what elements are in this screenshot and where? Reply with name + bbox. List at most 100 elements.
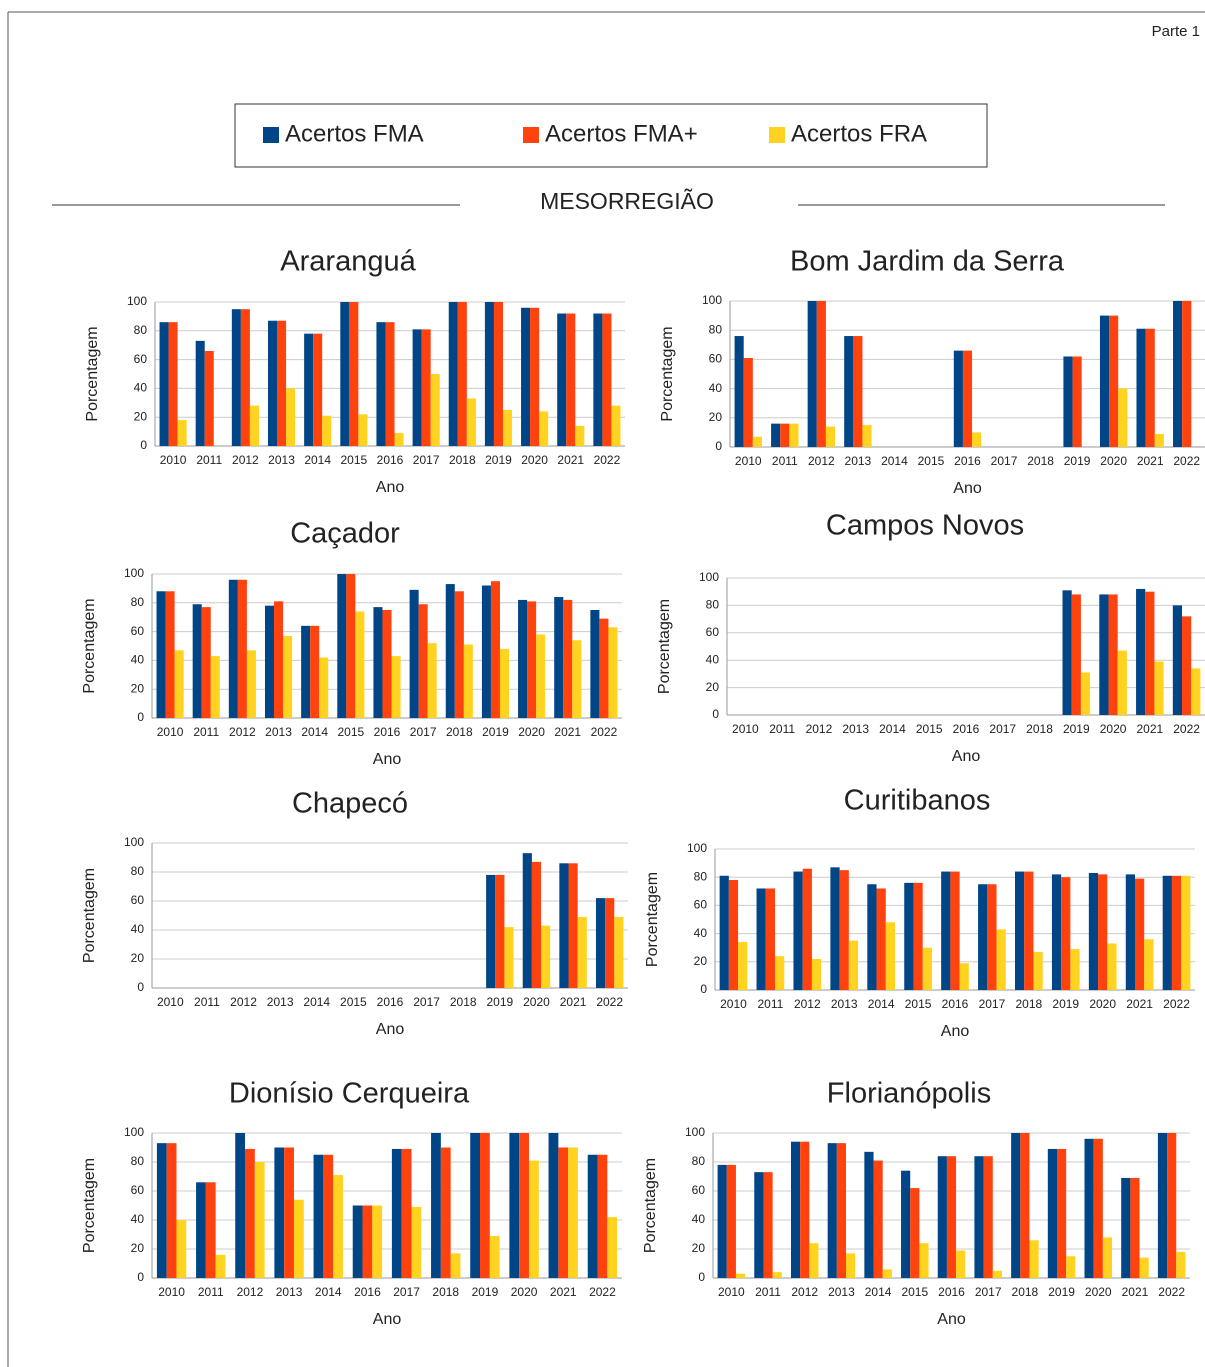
x-tick-label: 2017 xyxy=(979,997,1006,1011)
x-tick-label: 2015 xyxy=(901,1285,928,1299)
x-tick-label: 2011 xyxy=(755,1285,781,1299)
x-tick-label: 2014 xyxy=(881,454,908,468)
bar xyxy=(527,601,537,718)
bar xyxy=(430,374,440,446)
x-tick-label: 2020 xyxy=(1100,454,1127,468)
x-tick-label: 2014 xyxy=(315,1285,342,1299)
x-tick-label: 2015 xyxy=(340,995,367,1009)
bar xyxy=(489,1235,500,1278)
x-tick-label: 2019 xyxy=(472,1285,499,1299)
bar xyxy=(210,656,220,718)
bar xyxy=(1093,1138,1103,1278)
x-tick-label: 2012 xyxy=(808,454,835,468)
bar xyxy=(1173,301,1183,447)
bar xyxy=(333,1175,343,1278)
bar xyxy=(394,433,404,446)
bar xyxy=(992,1270,1002,1278)
x-tick-label: 2011 xyxy=(769,722,795,736)
y-tick-label: 60 xyxy=(131,624,145,638)
x-tick-label: 2022 xyxy=(1173,722,1200,736)
y-tick-label: 100 xyxy=(699,570,719,584)
bar xyxy=(846,1253,856,1278)
y-tick-label: 60 xyxy=(692,1183,706,1197)
bar xyxy=(752,436,762,447)
bar xyxy=(215,1254,226,1278)
bar xyxy=(168,322,178,446)
bar xyxy=(495,874,505,988)
y-axis-label: Porcentagem xyxy=(81,1158,98,1253)
y-tick-label: 80 xyxy=(706,598,720,612)
bar xyxy=(793,871,803,990)
bar xyxy=(735,1273,746,1278)
x-tick-label: 2011 xyxy=(193,725,219,739)
bar xyxy=(493,302,503,446)
bar xyxy=(264,605,275,718)
x-tick-label: 2015 xyxy=(916,722,943,736)
legend-label: Acertos FRA xyxy=(791,120,927,147)
bar xyxy=(873,1160,883,1278)
y-tick-label: 20 xyxy=(706,680,720,694)
x-tick-label: 2017 xyxy=(989,722,1016,736)
y-tick-label: 100 xyxy=(124,1125,144,1139)
bar xyxy=(717,1164,727,1278)
bar xyxy=(245,1148,255,1278)
bar xyxy=(176,1220,187,1278)
x-tick-label: 2018 xyxy=(1015,997,1042,1011)
bar xyxy=(1136,328,1146,447)
bar xyxy=(1118,388,1128,447)
y-tick-label: 100 xyxy=(124,835,144,849)
bar xyxy=(1011,1133,1021,1278)
bar xyxy=(1070,949,1080,990)
bar xyxy=(789,423,799,447)
x-tick-label: 2010 xyxy=(158,1285,185,1299)
bar xyxy=(521,307,531,446)
bar xyxy=(373,607,383,718)
bar xyxy=(411,1206,422,1278)
x-tick-label: 2013 xyxy=(268,453,295,467)
bar xyxy=(431,1133,441,1278)
bar xyxy=(756,888,766,990)
bar xyxy=(165,591,175,718)
x-tick-label: 2022 xyxy=(589,1285,616,1299)
bar xyxy=(1181,875,1191,990)
y-tick-label: 0 xyxy=(137,980,144,994)
bar xyxy=(1167,1133,1177,1278)
y-tick-label: 100 xyxy=(124,566,144,580)
bar xyxy=(862,425,872,447)
y-axis-label: Porcentagem xyxy=(84,326,101,421)
bar xyxy=(454,591,464,718)
bar xyxy=(1191,668,1201,715)
x-tick-label: 2016 xyxy=(954,454,981,468)
bar xyxy=(192,604,202,718)
y-tick-label: 0 xyxy=(700,982,707,996)
x-tick-label: 2021 xyxy=(554,725,581,739)
x-tick-label: 2017 xyxy=(991,454,1018,468)
bar xyxy=(231,309,241,446)
bar xyxy=(304,333,314,446)
x-tick-label: 2012 xyxy=(229,725,256,739)
bar xyxy=(445,584,455,718)
bar xyxy=(568,863,578,988)
y-tick-label: 60 xyxy=(131,1183,145,1197)
bar xyxy=(509,1133,520,1278)
bar xyxy=(946,1156,957,1278)
x-tick-label: 2019 xyxy=(485,453,512,467)
bar xyxy=(340,302,350,446)
bar xyxy=(466,398,476,446)
chart-title: Caçador xyxy=(290,518,400,550)
bar xyxy=(765,888,775,990)
bar xyxy=(322,415,332,446)
bar xyxy=(937,1156,947,1278)
bar xyxy=(1033,951,1043,990)
bar xyxy=(1051,874,1062,990)
x-axis-label: Ano xyxy=(941,1023,970,1040)
bar xyxy=(286,388,296,446)
bar xyxy=(355,611,365,718)
bar xyxy=(541,925,551,988)
bar xyxy=(352,1205,363,1278)
bar xyxy=(1136,588,1146,715)
x-axis-label: Ano xyxy=(373,751,402,768)
x-tick-label: 2010 xyxy=(718,1285,745,1299)
x-tick-label: 2018 xyxy=(1027,454,1054,468)
bar xyxy=(196,1182,206,1278)
